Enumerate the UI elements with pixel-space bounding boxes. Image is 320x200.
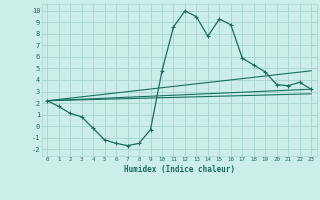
X-axis label: Humidex (Indice chaleur): Humidex (Indice chaleur): [124, 165, 235, 174]
